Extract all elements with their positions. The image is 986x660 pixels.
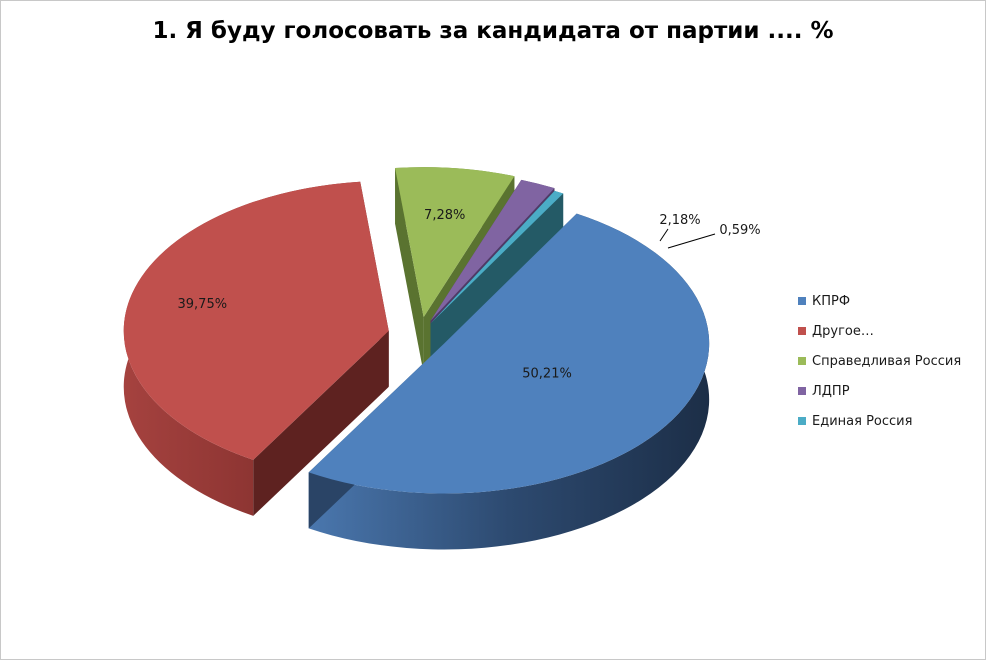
pie-slice-лдпр	[430, 179, 555, 321]
legend-label: Справедливая Россия	[812, 353, 962, 369]
legend-item-справедливая-россия: Справедливая Россия	[798, 346, 961, 376]
legend-item-единая-россия: Единая Россия	[798, 406, 961, 436]
pie-slice-другое	[123, 181, 389, 460]
pie-slice-кпрф	[308, 213, 710, 494]
legend-swatch	[798, 327, 806, 335]
data-label-справедливая-россия: 7,28%	[424, 208, 465, 223]
legend-label: Другое…	[812, 323, 874, 339]
chart-title: 1. Я буду голосовать за кандидата от пар…	[152, 18, 834, 44]
chart-legend: КПРФ Другое… Справедливая Россия ЛДПР Единая…	[798, 286, 961, 436]
legend-item-другое: Другое…	[798, 316, 961, 346]
legend-label: Единая Россия	[812, 413, 913, 429]
legend-label: КПРФ	[812, 293, 851, 309]
data-label-единая-россия: 0,59%	[719, 223, 760, 238]
legend-item-кпрф: КПРФ	[798, 286, 961, 316]
legend-item-лдпр: ЛДПР	[798, 376, 961, 406]
pie-slice-face-start-другое	[253, 330, 389, 516]
legend-swatch	[798, 357, 806, 365]
data-label-другое: 39,75%	[178, 297, 228, 312]
legend-swatch	[798, 417, 806, 425]
legend-label: ЛДПР	[812, 383, 850, 399]
data-label-кпрф: 50,21%	[522, 367, 572, 382]
leader-line-единая-россия	[667, 233, 716, 249]
pie-slice-справедливая-россия	[395, 167, 515, 318]
leader-line-лдпр	[659, 228, 669, 242]
pie-slice-face-start-справедливая-россия	[395, 168, 424, 374]
legend-swatch	[798, 387, 806, 395]
legend-swatch	[798, 297, 806, 305]
pie-slice-единая-россия	[430, 190, 564, 324]
data-label-лдпр: 2,18%	[659, 213, 700, 228]
pie-slice-side-кпрф	[308, 213, 710, 550]
